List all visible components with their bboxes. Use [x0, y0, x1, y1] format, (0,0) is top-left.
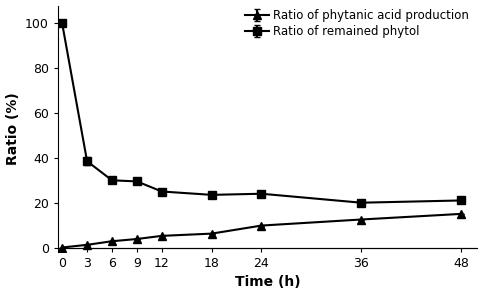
X-axis label: Time (h): Time (h) — [235, 275, 300, 289]
Legend: Ratio of phytanic acid production, Ratio of remained phytol: Ratio of phytanic acid production, Ratio… — [242, 6, 471, 41]
Y-axis label: Ratio (%): Ratio (%) — [6, 92, 19, 165]
